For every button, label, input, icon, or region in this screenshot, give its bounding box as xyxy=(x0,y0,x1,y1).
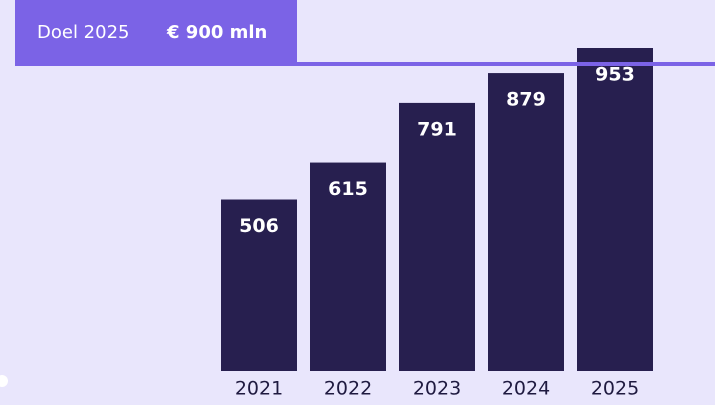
target-box xyxy=(15,0,297,66)
decor-dot xyxy=(0,375,8,387)
x-tick-label: 2025 xyxy=(591,378,639,400)
value-label: 879 xyxy=(506,89,546,111)
x-tick-label: 2022 xyxy=(324,378,372,400)
bar xyxy=(399,102,475,371)
bar xyxy=(310,162,386,371)
value-label: 615 xyxy=(328,178,368,200)
target-label: Doel 2025 xyxy=(37,22,129,43)
bar xyxy=(221,199,297,371)
value-label: 506 xyxy=(239,215,279,237)
x-tick-label: 2024 xyxy=(502,378,550,400)
bar xyxy=(577,48,653,371)
x-tick-label: 2023 xyxy=(413,378,461,400)
target-value-label: € 900 mln xyxy=(166,22,267,43)
bar xyxy=(488,73,564,371)
value-label: 953 xyxy=(595,64,635,86)
value-label: 791 xyxy=(417,118,457,140)
x-tick-label: 2021 xyxy=(235,378,283,400)
